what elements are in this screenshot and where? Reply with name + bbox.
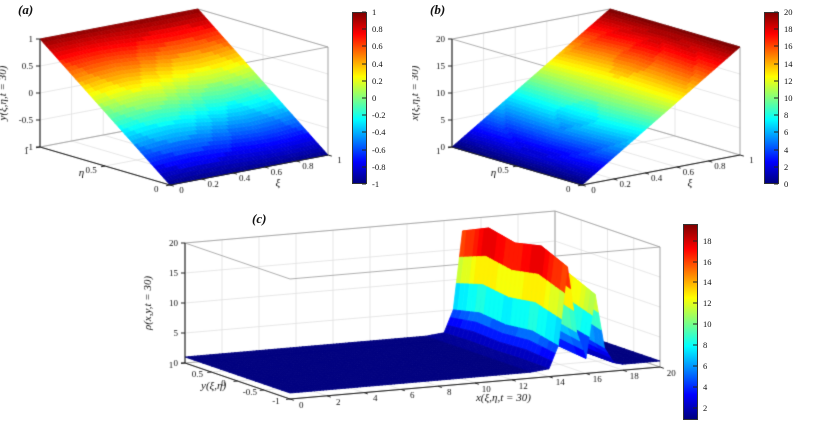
colorbar-tick-mark — [774, 166, 778, 168]
colorbar-tick-label: 16 — [784, 41, 793, 52]
colorbar-a: -1 -0.8 -0.6 -0.4 -0.2 0 0.2 0.4 0.6 0.8 1 — [352, 7, 385, 189]
colorbar-tick-mark — [362, 45, 366, 47]
colorbar-tick-label: 6 — [703, 360, 708, 371]
colorbar-tick-label: 12 — [703, 298, 712, 309]
colorbar-tick-mark — [693, 365, 697, 367]
colorbar-tick-mark — [693, 323, 697, 325]
colorbar-tick-label: -0.8 — [372, 161, 386, 172]
colorbar-tick-label: 6 — [784, 127, 789, 138]
colorbar-c: 2 4 6 8 10 12 14 16 18 — [683, 224, 712, 420]
colorbar-tick-mark — [774, 63, 778, 65]
colorbar-tick-label: 20 — [784, 7, 793, 17]
panel-a: (a) -1 -0.8 -0.6 -0.4 -0.2 0 0.2 0.4 0.6 0.8 1 — [0, 0, 412, 206]
colorbar-tick-label: 0.6 — [372, 41, 383, 52]
colorbar-tick-label: 0.4 — [372, 58, 383, 69]
colorbar-tick-mark — [362, 28, 366, 30]
colorbar-tick-label: 18 — [703, 235, 712, 246]
colorbar-tick-label: 12 — [784, 75, 793, 86]
colorbar-tick-mark — [362, 11, 366, 13]
panel-label-c: (c) — [252, 211, 267, 226]
colorbar-tick-mark — [362, 131, 366, 133]
panel-label-b: (b) — [430, 2, 446, 17]
colorbar-tick-mark — [774, 80, 778, 82]
colorbar-tick-label: 0.8 — [372, 24, 383, 35]
colorbar-tick-label: 8 — [703, 339, 708, 350]
colorbar-b: 0 2 4 6 8 10 12 14 16 18 20 — [764, 7, 793, 189]
colorbar-tick-label: 0 — [372, 93, 377, 103]
colorbar-tick-mark — [774, 97, 778, 99]
colorbar-tick-label: 14 — [784, 58, 793, 69]
colorbar-tick-label: 16 — [703, 256, 712, 267]
colorbar-tick-mark — [362, 166, 366, 168]
colorbar-tick-label: -0.6 — [372, 144, 386, 155]
colorbar-tick-mark — [774, 45, 778, 47]
colorbar-tick-mark — [693, 240, 697, 242]
colorbar-tick-label: 8 — [784, 110, 789, 121]
colorbar-tick-label: 2 — [703, 402, 708, 413]
colorbar-tick-label: 14 — [703, 277, 712, 288]
colorbar-tick-mark — [774, 11, 778, 13]
colorbar-tick-mark — [362, 183, 366, 185]
colorbar-tick-label: 0.2 — [372, 75, 383, 86]
colorbar-tick-mark — [362, 80, 366, 82]
colorbar-tick-mark — [362, 63, 366, 65]
colorbar-tick-mark — [693, 386, 697, 388]
colorbar-tick-mark — [362, 97, 366, 99]
panel-c: (c) 2 4 6 8 10 12 14 16 18 — [140, 207, 800, 429]
colorbar-gradient-b — [764, 12, 779, 184]
colorbar-tick-label: -0.4 — [372, 127, 386, 138]
colorbar-tick-label: 4 — [703, 381, 708, 392]
colorbar-tick-mark — [693, 261, 697, 263]
colorbar-tick-label: 18 — [784, 24, 793, 35]
colorbar-gradient-c — [683, 224, 698, 420]
colorbar-tick-label: 1 — [372, 7, 377, 17]
colorbar-tick-label: -0.2 — [372, 110, 386, 121]
colorbar-tick-label: 2 — [784, 161, 789, 172]
panel-label-a: (a) — [18, 2, 34, 17]
colorbar-gradient-a — [352, 12, 367, 184]
colorbar-tick-mark — [693, 344, 697, 346]
surface-plot-c — [140, 207, 680, 429]
colorbar-tick-mark — [693, 281, 697, 283]
panel-b: (b) 0 2 4 6 8 10 12 14 16 18 20 — [412, 0, 824, 206]
colorbar-tick-mark — [693, 407, 697, 408]
colorbar-tick-mark — [774, 28, 778, 30]
colorbar-tick-mark — [774, 114, 778, 116]
colorbar-ticks-a: -1 -0.8 -0.6 -0.4 -0.2 0 0.2 0.4 0.6 0.8 1 — [352, 7, 385, 189]
colorbar-tick-mark — [362, 149, 366, 151]
colorbar-tick-mark — [693, 302, 697, 304]
colorbar-tick-mark — [774, 149, 778, 151]
colorbar-tick-mark — [774, 183, 778, 185]
colorbar-tick-label: 10 — [703, 319, 712, 330]
colorbar-tick-mark — [362, 114, 366, 116]
colorbar-ticks-c: 2 4 6 8 10 12 14 16 18 — [683, 224, 712, 420]
colorbar-tick-label: 4 — [784, 144, 789, 155]
colorbar-tick-label: 0 — [784, 179, 789, 189]
colorbar-ticks-b: 0 2 4 6 8 10 12 14 16 18 20 — [764, 7, 793, 189]
surface-plot-a — [0, 0, 345, 200]
colorbar-tick-label: -1 — [372, 179, 380, 189]
colorbar-tick-label: 10 — [784, 93, 793, 103]
colorbar-tick-mark — [774, 131, 778, 133]
surface-plot-b — [412, 0, 757, 200]
